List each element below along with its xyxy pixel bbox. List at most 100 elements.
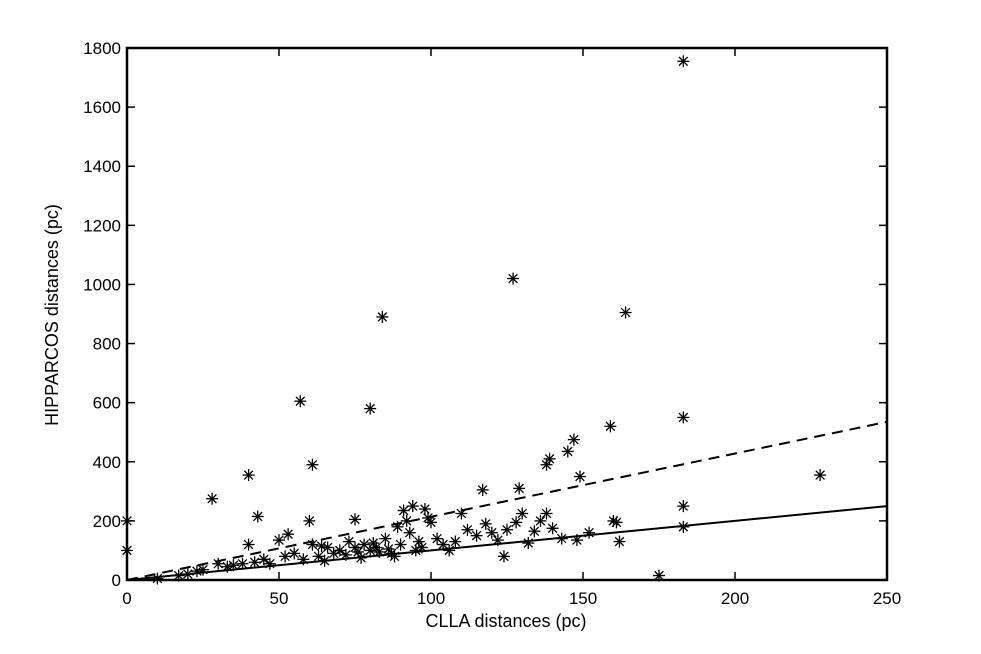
data-point [613, 535, 626, 548]
data-point [522, 537, 535, 550]
x-tick-label: 150 [569, 589, 597, 608]
data-point [540, 507, 553, 520]
data-point [461, 523, 474, 536]
data-point [528, 525, 541, 538]
data-point [546, 522, 559, 535]
data-point [303, 514, 316, 527]
x-tick-label: 100 [417, 589, 445, 608]
data-point [391, 520, 404, 533]
y-tick-label: 1400 [83, 157, 121, 176]
data-point [425, 516, 437, 529]
y-tick-label: 200 [93, 512, 121, 531]
data-point [206, 492, 219, 505]
data-point [273, 534, 285, 547]
data-point [248, 556, 261, 569]
data-point [373, 545, 386, 558]
data-point [242, 469, 255, 482]
data-point [418, 503, 431, 516]
data-point [516, 507, 529, 520]
data-point [485, 526, 498, 539]
data-point [257, 553, 270, 566]
data-point [212, 557, 225, 570]
data-point [476, 483, 489, 496]
data-point [677, 520, 690, 533]
data-point [570, 534, 583, 547]
data-point [573, 470, 586, 483]
x-tick-label: 0 [122, 589, 131, 608]
x-tick-label: 50 [270, 589, 289, 608]
data-point [403, 526, 416, 539]
data-point [555, 532, 568, 545]
data-point [400, 514, 413, 527]
data-point [677, 500, 690, 513]
data-point [406, 500, 419, 513]
data-point [288, 547, 301, 560]
y-axis-label: HIPPARCOS distances (pc) [42, 204, 62, 426]
data-point [583, 526, 596, 539]
data-point [339, 548, 352, 561]
data-point [306, 458, 319, 471]
data-point [379, 532, 392, 545]
data-point [376, 310, 389, 323]
data-point [513, 482, 526, 495]
data-point [364, 402, 377, 415]
data-point [470, 529, 483, 542]
data-point [507, 272, 520, 285]
data-point [449, 535, 462, 548]
data-point [388, 550, 401, 563]
data-point [619, 306, 632, 319]
x-axis-label: CLLA distances (pc) [425, 611, 586, 631]
data-point [543, 452, 556, 465]
plot-frame [125, 46, 889, 582]
data-point [394, 538, 407, 551]
data-point [431, 532, 444, 545]
data-point [534, 514, 547, 527]
solid-line [126, 505, 888, 581]
y-tick-label: 400 [93, 453, 121, 472]
data-point [318, 554, 331, 567]
y-tick-label: 0 [112, 571, 121, 590]
data-point [510, 516, 523, 529]
y-tick-label: 800 [93, 335, 121, 354]
data-points [121, 55, 827, 585]
y-tick-label: 1800 [83, 39, 121, 58]
data-point [294, 395, 307, 408]
data-point [190, 565, 203, 578]
y-tick-label: 1000 [83, 275, 121, 294]
data-point [415, 541, 428, 554]
data-point [297, 553, 310, 566]
fit-lines [126, 420, 888, 581]
data-point [263, 557, 276, 570]
data-point [610, 516, 623, 529]
data-point [497, 550, 510, 563]
data-point [567, 433, 580, 446]
data-point [349, 513, 361, 526]
data-point [151, 572, 164, 585]
data-point [677, 411, 690, 424]
data-point [279, 550, 292, 563]
data-point [814, 469, 827, 482]
data-point [355, 551, 368, 564]
axes: 0 50 100 150 200 250 0 200 400 600 800 1000 1200 1400… [83, 39, 901, 608]
data-point [455, 507, 468, 520]
data-point [367, 537, 380, 550]
data-point [282, 528, 295, 541]
data-point [333, 544, 346, 557]
data-point [236, 557, 249, 570]
data-point [561, 445, 574, 458]
y-tick-label: 1600 [83, 98, 121, 117]
data-point [479, 517, 492, 530]
x-tick-label: 250 [873, 589, 901, 608]
y-tick-label: 600 [93, 394, 121, 413]
data-point [604, 420, 617, 433]
data-point [197, 563, 209, 576]
data-point [306, 538, 319, 551]
data-point [677, 55, 690, 68]
data-point [251, 510, 264, 523]
data-point [221, 560, 234, 573]
data-point [181, 568, 194, 581]
data-point [491, 534, 504, 547]
data-point [312, 550, 325, 563]
dashed-line [126, 420, 888, 581]
